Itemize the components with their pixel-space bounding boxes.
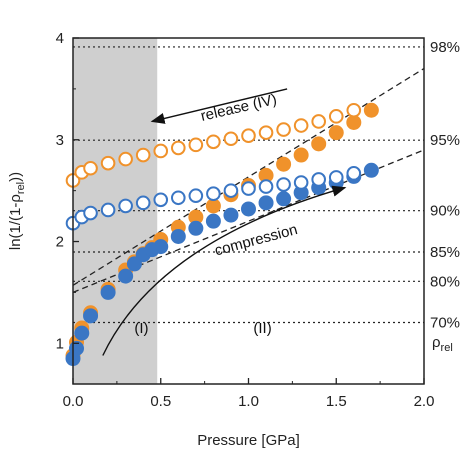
data-point <box>206 186 221 201</box>
data-point <box>363 102 379 118</box>
data-point <box>363 162 379 178</box>
data-point <box>311 136 327 152</box>
data-point <box>258 125 274 140</box>
density-label: 85% <box>430 244 460 261</box>
data-point <box>205 213 221 229</box>
data-point <box>328 125 344 141</box>
data-point <box>346 166 362 181</box>
data-point <box>258 195 274 211</box>
data-point <box>83 160 98 176</box>
data-point <box>205 198 221 214</box>
trend-line <box>72 67 425 286</box>
data-point <box>118 268 134 284</box>
data-point <box>153 192 169 208</box>
data-point <box>293 175 309 190</box>
y-tick-label: 3 <box>56 132 64 149</box>
data-point <box>83 308 99 324</box>
data-point <box>135 195 151 211</box>
data-point <box>100 202 116 218</box>
compression-arrow <box>102 185 347 356</box>
x-axis-title: Pressure [GPa] <box>197 432 300 449</box>
x-tick-label: 2.0 <box>414 393 435 410</box>
data-point <box>153 143 169 159</box>
density-label: 95% <box>430 132 460 149</box>
data-point <box>276 177 291 192</box>
density-label: 80% <box>430 273 460 290</box>
data-point <box>241 181 256 196</box>
data-point <box>276 122 291 137</box>
data-point <box>118 151 133 167</box>
data-point <box>223 207 239 223</box>
right-axis-label: ρrel <box>432 334 453 354</box>
data-point <box>74 325 90 341</box>
data-point <box>276 156 292 172</box>
annotation-label: (I) <box>134 320 148 337</box>
data-point <box>293 118 309 133</box>
data-point <box>171 190 186 206</box>
data-point <box>328 170 344 185</box>
data-point <box>241 128 256 143</box>
data-point <box>346 102 362 118</box>
data-point <box>311 114 327 129</box>
y-tick-label: 4 <box>56 30 64 47</box>
annotation-label: (II) <box>253 320 271 337</box>
density-label: 98% <box>430 39 460 56</box>
data-point <box>188 137 204 153</box>
x-tick-label: 0.5 <box>150 393 171 410</box>
data-point <box>311 172 327 187</box>
y-axis-title: ln(1/(1-ρrel)) <box>7 172 27 250</box>
data-point <box>170 228 186 244</box>
data-point <box>100 155 116 171</box>
data-point <box>223 183 239 198</box>
data-point <box>118 198 133 214</box>
annotation-label: compression <box>213 221 300 259</box>
x-tick-label: 1.5 <box>326 393 347 410</box>
data-point <box>241 201 256 217</box>
data-point <box>126 256 142 272</box>
x-tick-label: 0.0 <box>63 393 84 410</box>
data-point <box>83 205 98 221</box>
y-tick-label: 2 <box>56 234 64 251</box>
data-point <box>293 147 309 163</box>
data-point <box>100 284 116 300</box>
data-point <box>171 140 186 156</box>
data-point <box>258 179 274 194</box>
release-arrow <box>150 88 288 124</box>
data-point <box>206 134 221 150</box>
annotation-label: release (IV) <box>199 91 278 125</box>
data-point <box>223 131 239 147</box>
x-tick-label: 1.0 <box>238 393 259 410</box>
density-label: 70% <box>430 315 460 332</box>
y-tick-label: 1 <box>56 335 64 352</box>
data-point <box>188 220 204 236</box>
density-label: 90% <box>430 203 460 220</box>
data-point <box>346 114 362 130</box>
data-point <box>153 239 169 255</box>
data-point <box>328 109 344 124</box>
data-point <box>188 188 204 204</box>
data-point <box>135 147 151 163</box>
data-point <box>276 191 292 207</box>
